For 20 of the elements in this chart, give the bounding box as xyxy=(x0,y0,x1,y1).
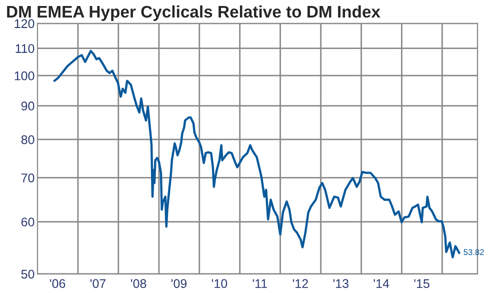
x-tick-label: '11 xyxy=(252,279,267,288)
x-tick-label: '07 xyxy=(90,279,106,288)
y-tick-label: 60 xyxy=(21,218,34,226)
x-tick-label: '09 xyxy=(171,279,187,288)
x-tick-label: '06 xyxy=(50,279,66,288)
x-tick-label: '15 xyxy=(414,279,430,288)
line-series xyxy=(53,50,460,258)
y-tick-label: 80 xyxy=(21,135,34,144)
y-tick-label: 120 xyxy=(14,19,34,28)
y-tick-label: 70 xyxy=(21,173,34,182)
y-tick-label: 50 xyxy=(21,270,34,279)
x-tick-label: '13 xyxy=(333,279,348,288)
y-tick-label: 110 xyxy=(16,44,34,53)
x-tick-label: '12 xyxy=(292,279,308,288)
x-tick-label: '08 xyxy=(131,279,146,288)
y-tick-label: 90 xyxy=(21,102,34,110)
x-tick-label: '10 xyxy=(212,279,228,288)
annotation: 53.82 xyxy=(464,249,484,256)
x-tick-label: '14 xyxy=(374,279,390,288)
y-tick-label: 100 xyxy=(14,71,34,80)
